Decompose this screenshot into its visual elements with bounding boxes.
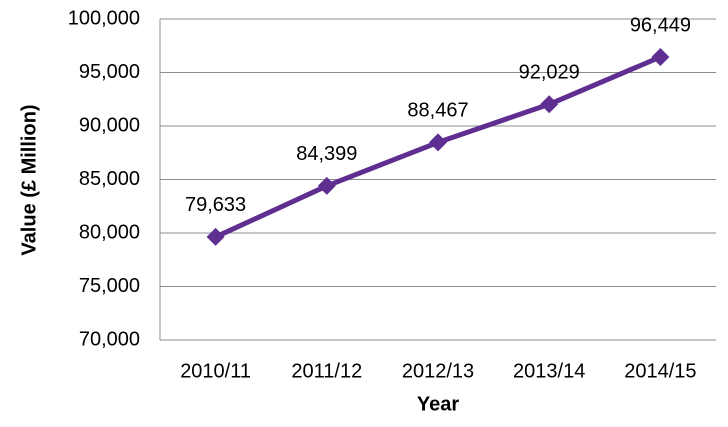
x-tick-label: 2013/14: [513, 360, 585, 382]
y-tick-label: 90,000: [79, 114, 140, 136]
x-tick-label: 2010/11: [180, 360, 251, 382]
data-label: 96,449: [630, 14, 691, 36]
data-label: 84,399: [296, 143, 357, 165]
data-label: 92,029: [519, 62, 580, 84]
data-marker: [651, 47, 670, 66]
data-marker: [429, 133, 447, 152]
data-label: 79,633: [185, 194, 246, 216]
data-marker: [317, 176, 336, 195]
data-marker: [540, 95, 559, 114]
y-tick-label: 85,000: [79, 168, 140, 190]
x-axis-label: Year: [417, 393, 459, 415]
x-tick-label: 2012/13: [402, 360, 474, 382]
y-tick-label: 70,000: [79, 328, 140, 350]
data-marker: [206, 227, 225, 246]
y-tick-label: 100,000: [68, 7, 140, 29]
y-tick-label: 95,000: [79, 61, 140, 83]
y-axis-label: Value (£ Million): [18, 104, 40, 255]
x-tick-label: 2011/12: [291, 360, 362, 382]
data-label: 88,467: [407, 100, 468, 122]
y-tick-label: 75,000: [79, 275, 140, 297]
x-tick-label: 2014/15: [624, 360, 696, 382]
y-tick-label: 80,000: [79, 221, 140, 243]
